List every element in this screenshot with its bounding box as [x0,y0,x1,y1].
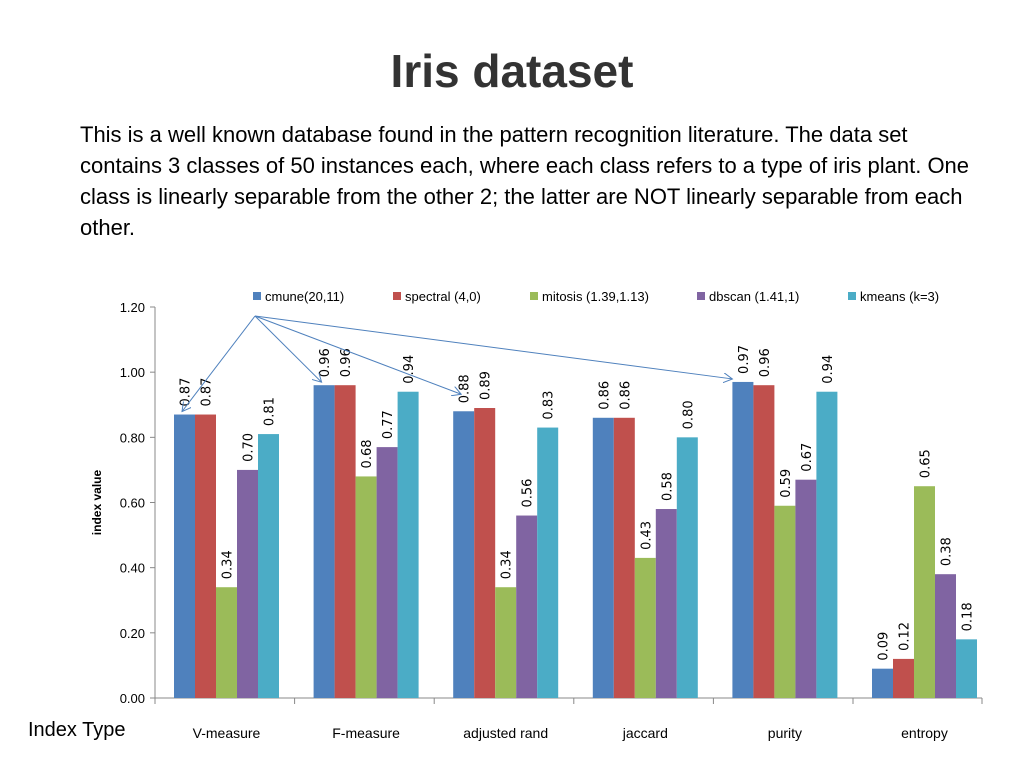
legend-entry-label: mitosis (1.39,1.13) [542,289,649,304]
data-label: 0.38 [940,537,955,566]
bar [676,437,698,698]
annotation-arrow [182,315,256,412]
bar [376,447,398,698]
slide-title: Iris dataset [390,45,634,97]
chart-annotation-arrows [182,315,732,412]
bar [397,391,419,698]
slide-body-text: This is a well known database found in t… [80,122,970,240]
data-label: 0.83 [542,391,557,420]
data-label: 0.59 [779,469,794,498]
data-label: 0.87 [200,378,215,407]
annotation-arrow [254,315,732,379]
bar [613,417,635,698]
bar [732,381,754,698]
bar [655,509,677,698]
legend-entry-label: cmune(20,11) [265,289,344,304]
data-label: 0.81 [263,397,278,426]
data-label: 0.43 [639,521,654,550]
bar [334,385,356,698]
chart-axes: 0.00 0.20 0.40 0.60 0.80 1.00 1.20 index value V… [90,300,983,741]
chart-legend: cmune(20,11) spectral (4,0) mitosis (1.39,… [253,289,939,304]
bar [914,486,935,698]
bar [893,658,914,698]
legend-swatch [848,292,856,300]
bar [258,434,279,698]
y-tick-label: 0.80 [120,430,145,445]
bar [355,476,377,698]
bar [453,411,475,698]
legend-entry-label: kmeans (k=3) [860,289,939,304]
data-label: 0.56 [521,479,536,508]
data-label: 0.96 [318,348,333,377]
data-label: 0.88 [458,374,473,403]
x-category-label: F-measure [332,725,400,741]
data-label: 0.58 [660,472,675,501]
bar [516,515,538,698]
annotation-arrow [254,315,461,394]
data-label: 0.80 [681,400,696,429]
x-category-label: entropy [901,725,948,741]
bar [753,385,775,698]
legend-swatch [253,292,261,300]
data-label: 0.94 [821,355,836,384]
y-tick-label: 1.20 [120,300,145,315]
bar [795,479,817,698]
x-category-label: purity [768,725,802,741]
y-tick-label: 0.00 [120,691,145,706]
bar [537,427,559,698]
bar [634,557,656,698]
x-category-label: adjusted rand [463,725,548,741]
data-label: 0.96 [339,348,354,377]
data-label: 0.12 [898,622,913,651]
data-label: 0.96 [758,348,773,377]
bar [313,385,335,698]
legend-entry-label: spectral (4,0) [405,289,481,304]
data-label: 0.77 [381,410,396,439]
data-label: 0.67 [800,443,815,472]
data-label: 0.86 [597,381,612,410]
x-category-label: jaccard [622,725,668,741]
data-label: 0.70 [242,433,257,462]
legend-swatch [530,292,538,300]
y-tick-label: 1.00 [120,365,145,380]
chart-data-labels: 0.87 0.96 0.88 0.86 0.97 0.09 0.87 0.96 0.89 0.86… [179,345,976,661]
bar [216,587,237,698]
bar [774,505,796,698]
data-label: 0.87 [179,378,194,407]
y-axis-title: index value [90,470,104,536]
data-label: 0.65 [919,449,934,478]
x-axis-label: Index Type [28,719,126,741]
bar [956,639,977,698]
data-label: 0.34 [221,550,236,579]
data-label: 0.09 [877,632,892,661]
x-category-label: V-measure [193,725,261,741]
data-label: 0.34 [500,550,515,579]
bar [474,408,496,698]
bar [935,574,956,698]
data-label: 0.86 [618,381,633,410]
legend-swatch [697,292,705,300]
annotation-arrow [254,315,322,382]
bar [174,414,195,698]
data-label: 0.97 [737,345,752,374]
data-label: 0.94 [402,355,417,384]
bar [237,469,258,698]
bar [195,414,216,698]
y-tick-label: 0.60 [120,496,145,511]
bar [592,417,614,698]
data-label: 0.68 [360,439,375,468]
legend-swatch [393,292,401,300]
y-tick-label: 0.40 [120,561,145,576]
y-tick-label: 0.20 [120,626,145,641]
bar [872,668,893,698]
data-label: 0.18 [961,602,976,631]
bar [816,391,838,698]
chart-bars [174,381,977,698]
data-label: 0.89 [479,371,494,400]
bar [495,587,517,698]
legend-entry-label: dbscan (1.41,1) [709,289,799,304]
